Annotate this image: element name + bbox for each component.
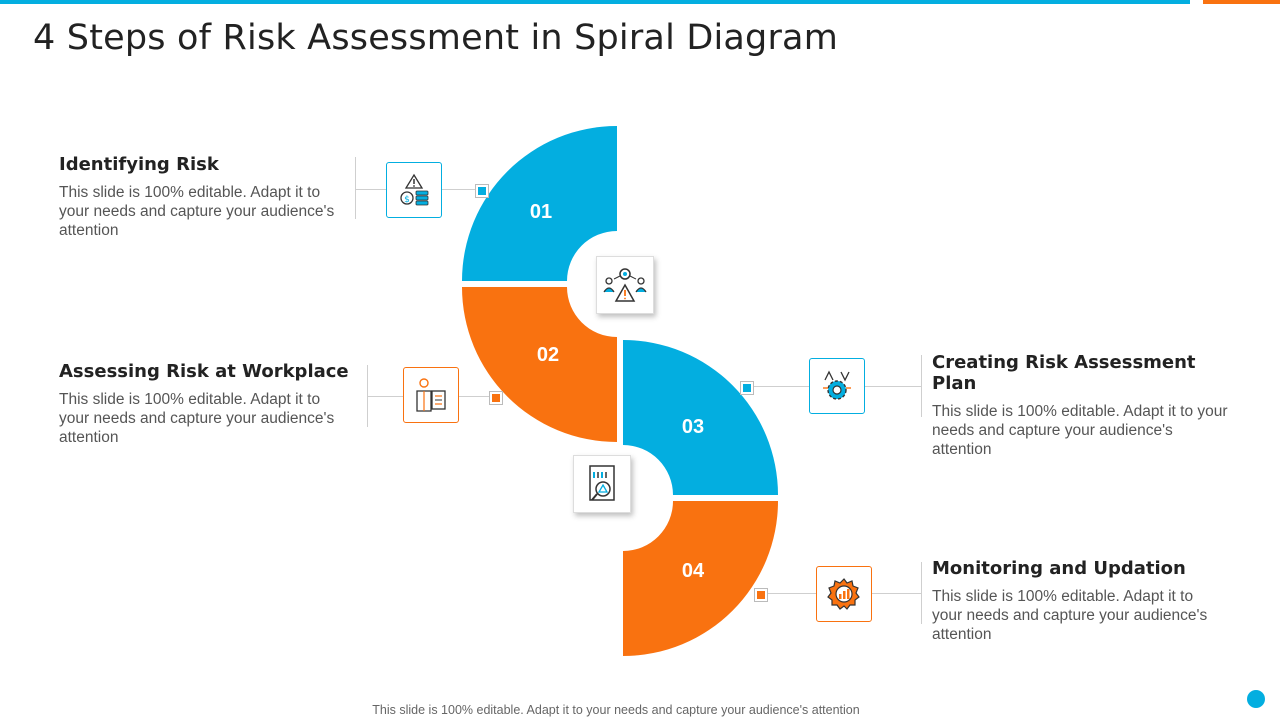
team-risk-icon [596, 256, 654, 314]
step-text-01: This slide is 100% editable. Adapt it to… [59, 184, 335, 239]
connector-vertical-02 [367, 365, 368, 427]
segment-number-03: 03 [682, 416, 704, 438]
step-title-03: Creating Risk Assessment Plan [932, 352, 1196, 394]
step-text-03: This slide is 100% editable. Adapt it to… [932, 403, 1228, 458]
corner-dot [1247, 690, 1265, 708]
step-text-04: This slide is 100% editable. Adapt it to… [932, 588, 1208, 643]
step-title-02: Assessing Risk at Workplace [59, 361, 349, 382]
step-block-02: Assessing Risk at Workplace This slide i… [59, 361, 349, 447]
segment-03 [623, 340, 778, 495]
segment-02 [462, 287, 617, 442]
step-block-01: Identifying Risk This slide is 100% edit… [59, 154, 349, 240]
svg-text:$: $ [404, 195, 410, 205]
connector-dot-02 [490, 392, 502, 404]
segment-number-04: 04 [682, 560, 705, 582]
step-block-03: Creating Risk Assessment Plan This slide… [932, 352, 1232, 459]
gear-chart-icon [816, 566, 872, 622]
segment-01 [462, 126, 617, 281]
segment-number-01: 01 [530, 201, 552, 223]
top-accent-bar [0, 0, 1190, 4]
top-accent-bar-orange [1203, 0, 1280, 4]
connector-dot-03 [741, 382, 753, 394]
connector-dot-01 [476, 185, 488, 197]
risk-money-icon: $ [386, 162, 442, 218]
connector-vertical-01 [355, 157, 356, 219]
step-block-04: Monitoring and Updation This slide is 10… [932, 558, 1222, 644]
step-title-04: Monitoring and Updation [932, 558, 1186, 579]
connector-vertical-04 [921, 562, 922, 624]
segment-04 [623, 501, 778, 656]
footer-note: This slide is 100% editable. Adapt it to… [372, 703, 860, 717]
gear-arrows-icon [809, 358, 865, 414]
segment-number-02: 02 [537, 344, 559, 366]
workplace-checklist-icon [403, 367, 459, 423]
step-title-01: Identifying Risk [59, 154, 219, 175]
connector-dot-04 [755, 589, 767, 601]
page-title: 4 Steps of Risk Assessment in Spiral Dia… [33, 18, 838, 58]
step-text-02: This slide is 100% editable. Adapt it to… [59, 391, 335, 446]
risk-document-icon [573, 455, 631, 513]
connector-vertical-03 [921, 355, 922, 417]
